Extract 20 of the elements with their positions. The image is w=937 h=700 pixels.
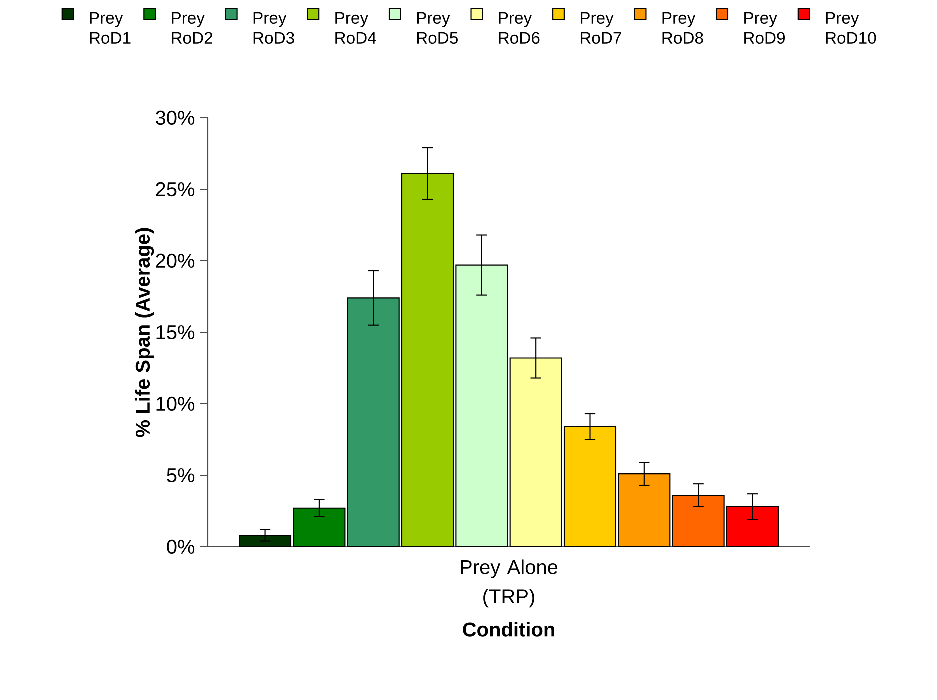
y-tick-label: 30% bbox=[156, 110, 195, 126]
y-tick-label: 25% bbox=[156, 182, 195, 197]
legend-label: Prey RoD8 bbox=[662, 12, 704, 44]
legend-label: Prey RoD10 bbox=[826, 12, 876, 44]
legend-label: Prey RoD1 bbox=[90, 12, 131, 44]
legend-label: Prey RoD2 bbox=[172, 12, 212, 44]
legend-label: Prey RoD4 bbox=[336, 12, 376, 44]
legend-label: Prey RoD5 bbox=[417, 12, 458, 44]
y-axis-title: % Life Span (Average) bbox=[135, 228, 154, 438]
x-tick-label: Prey Alone (TRP) bbox=[461, 560, 558, 608]
legend-label: Prey RoD3 bbox=[254, 12, 294, 44]
legend-label: Prey RoD7 bbox=[580, 12, 622, 44]
y-tick-label: 0% bbox=[167, 540, 195, 554]
legend-label: Prey RoD9 bbox=[744, 12, 786, 44]
y-tick-label: 15% bbox=[156, 325, 195, 340]
y-tick-label: 5% bbox=[167, 468, 195, 483]
y-tick-label: 20% bbox=[156, 254, 195, 268]
x-axis-title: Condition bbox=[463, 622, 554, 637]
y-tick-label: 10% bbox=[156, 396, 195, 412]
legend-label: Prey RoD6 bbox=[499, 12, 540, 44]
